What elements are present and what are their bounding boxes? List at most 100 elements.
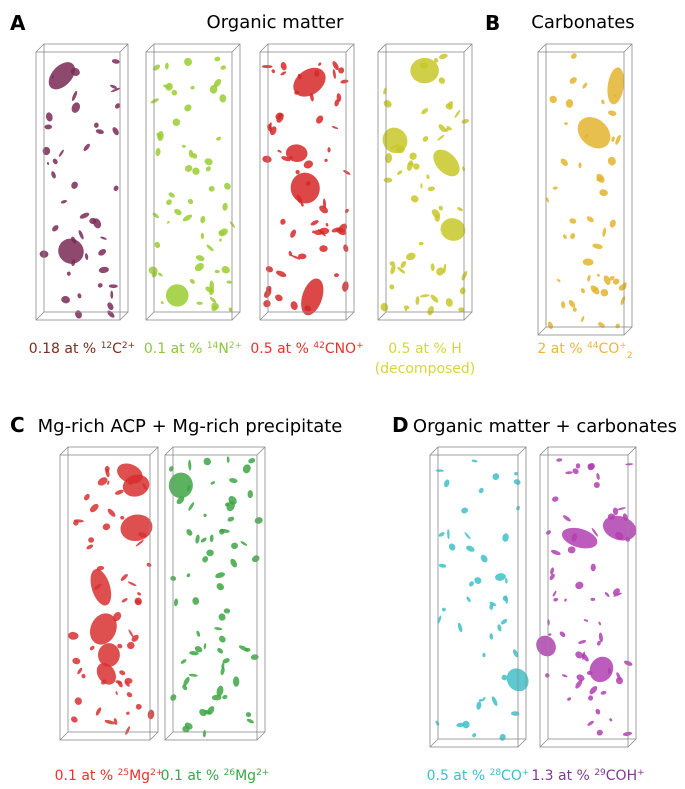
blob xyxy=(315,114,325,125)
blob xyxy=(229,477,238,483)
blob xyxy=(427,186,435,192)
box-edge xyxy=(430,739,438,747)
blob xyxy=(231,542,239,549)
blob xyxy=(547,619,550,625)
figure: AOrganic matter0.18 at % 12C2+0.1 at % 1… xyxy=(0,0,685,789)
panel-title: Carbonates xyxy=(531,12,634,33)
blob xyxy=(560,524,600,552)
blob xyxy=(166,221,170,224)
blob xyxy=(435,720,440,726)
box-edge xyxy=(346,44,354,52)
blob xyxy=(201,555,209,563)
blob xyxy=(219,238,223,242)
blob xyxy=(215,270,220,274)
blob xyxy=(104,719,115,725)
blob xyxy=(594,482,600,488)
box-edge xyxy=(232,312,240,320)
blob xyxy=(51,224,60,233)
blob xyxy=(271,69,276,74)
blob xyxy=(70,101,82,114)
blob xyxy=(81,673,87,679)
panel-title: Organic matter + carbonates xyxy=(413,416,677,437)
blob xyxy=(410,194,420,204)
label-part: 0.5 at % H xyxy=(388,341,462,357)
blob xyxy=(128,629,134,638)
blob xyxy=(471,732,476,738)
blob xyxy=(220,65,227,71)
box-label: 0.18 at % 12C2+ xyxy=(29,341,135,357)
blob xyxy=(587,275,592,282)
blob xyxy=(436,469,445,472)
blob xyxy=(280,61,288,71)
blob xyxy=(223,181,232,191)
blob xyxy=(205,165,212,172)
blob xyxy=(137,591,142,596)
label-part: N xyxy=(218,341,228,357)
blob xyxy=(532,632,560,660)
blob xyxy=(180,658,187,665)
blob xyxy=(471,459,478,463)
blob xyxy=(378,123,413,158)
blob xyxy=(84,253,88,260)
box-edge xyxy=(257,447,265,455)
box-edge xyxy=(165,447,173,455)
blob xyxy=(497,624,502,632)
blob xyxy=(574,581,584,591)
blob xyxy=(324,159,328,163)
blob xyxy=(220,667,226,676)
blob xyxy=(70,715,79,724)
blob xyxy=(170,89,178,97)
label-part: CO xyxy=(599,341,620,357)
blob xyxy=(61,295,71,304)
box-edge xyxy=(378,44,386,52)
label-part: 2+ xyxy=(122,341,135,351)
blob xyxy=(126,711,130,715)
blob xyxy=(265,265,274,273)
blob xyxy=(586,215,595,223)
blob xyxy=(405,251,417,261)
blob xyxy=(548,94,558,104)
blob xyxy=(421,135,429,143)
box-edge xyxy=(624,44,632,52)
blob xyxy=(479,554,489,564)
label-part: CNO xyxy=(325,341,356,357)
blob xyxy=(582,82,589,90)
blob xyxy=(289,300,298,311)
blob xyxy=(50,171,57,180)
blob xyxy=(172,118,181,127)
box-note: (decomposed) xyxy=(375,361,476,377)
blob xyxy=(569,218,577,225)
blob xyxy=(229,221,236,229)
blob xyxy=(195,534,201,544)
blob xyxy=(185,528,194,537)
blob xyxy=(596,273,600,277)
label-part: 29 xyxy=(594,768,606,778)
blob xyxy=(340,79,349,84)
blob xyxy=(77,293,82,299)
label-part: 1.3 at % xyxy=(531,768,594,784)
box-edge xyxy=(232,44,240,52)
blob xyxy=(466,596,472,603)
blob xyxy=(545,529,552,535)
blob xyxy=(196,630,201,637)
blob xyxy=(611,136,616,142)
blob xyxy=(188,460,192,471)
box-edge xyxy=(378,312,386,320)
blob xyxy=(602,227,607,237)
label-part: + xyxy=(619,341,627,351)
blob xyxy=(214,571,225,579)
blob xyxy=(200,216,206,224)
reconstruction-box xyxy=(60,447,158,740)
blob xyxy=(396,169,403,175)
blob xyxy=(513,478,521,485)
blob xyxy=(168,191,176,198)
label-part: 2 xyxy=(627,351,633,361)
blob xyxy=(76,667,83,675)
blob xyxy=(210,534,214,542)
blob xyxy=(609,718,613,722)
blob xyxy=(83,493,91,502)
blob xyxy=(248,457,256,464)
blob xyxy=(437,76,446,85)
box-edge xyxy=(260,312,268,320)
reconstruction-box xyxy=(36,44,128,320)
